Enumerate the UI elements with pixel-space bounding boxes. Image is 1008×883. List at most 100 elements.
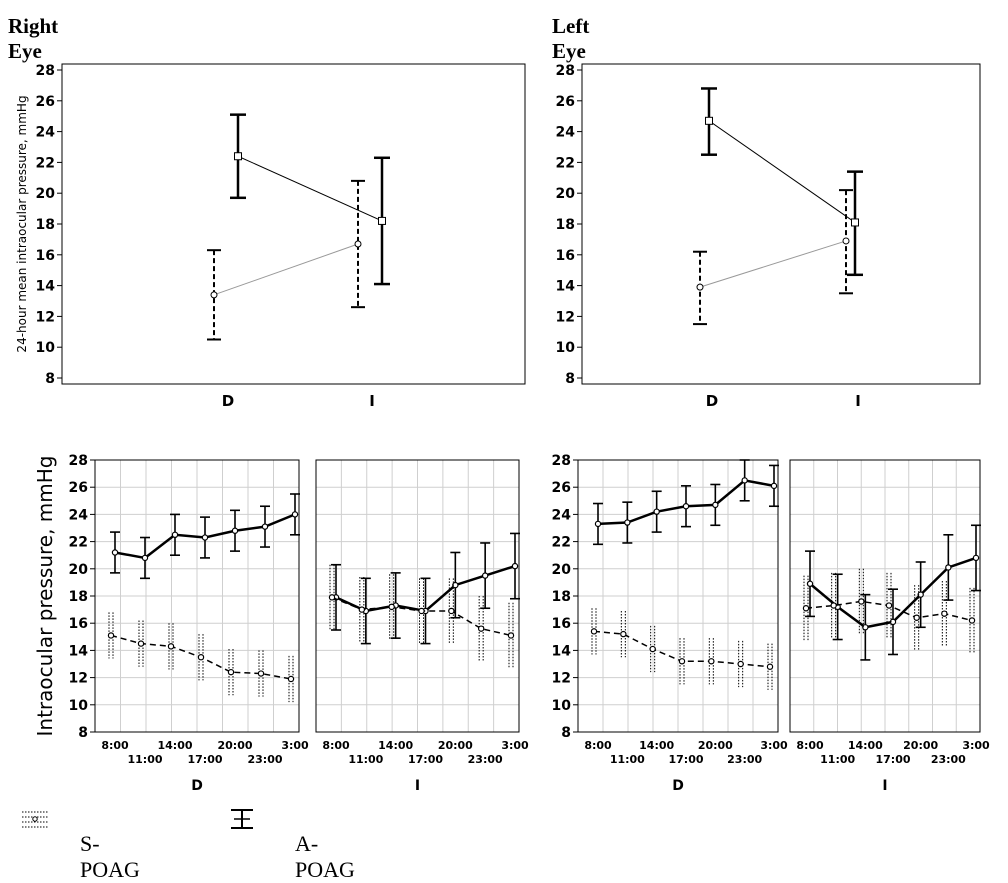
right-daily-panel-d-a-poag-8-00-point xyxy=(111,549,119,556)
left-mean-ytick-label-26: 26 xyxy=(556,94,575,110)
right-daily-panel-i-s-poag-3-00-point xyxy=(507,632,515,639)
right-mean-ytick-label-14: 14 xyxy=(36,279,56,295)
left-daily-panel-d-xtick-label-20-00: 20:00 xyxy=(698,739,733,752)
right-daily-panel-d-s-poag-23-00-point xyxy=(257,670,265,677)
left-daily-panel-i-a-poag-14-00-point xyxy=(862,624,869,631)
right-daily-panel-d-s-poag-20-00-point xyxy=(227,668,235,676)
right-daily-panel-d-s-poag-14-00-point xyxy=(167,643,175,650)
left-daily-panel-d-xtick-label-14-00: 14:00 xyxy=(639,739,674,752)
right-mean-category-label-d: D xyxy=(222,392,234,410)
right-daily-panel-i-s-poag-17-00-point xyxy=(418,607,425,615)
left-daily-panel-i-s-poag-14-00-point xyxy=(858,598,865,605)
right-daily-ytick-label-16: 16 xyxy=(69,616,88,632)
left-daily-panel-d-a-poag-11-00-point xyxy=(624,519,631,526)
left-daily-panel-d-xtick-label-23-00: 23:00 xyxy=(727,753,762,766)
left-daily-panel-d-a-poag-8-00-point xyxy=(594,520,602,528)
right-mean-y-axis-label: 24-hour mean intraocular pressure, mmHg xyxy=(15,95,29,352)
right-daily-panel-d-a-poag-20-00-point xyxy=(231,527,239,534)
left-mean-s-poag-mean-line xyxy=(699,240,847,288)
left-daily-panel-i-label: I xyxy=(882,778,887,794)
legend-apoag-label: A-POAG xyxy=(295,831,355,882)
left-mean-iop-chart: 8 10 12 14 16 18 20 22 24 26 28 D I xyxy=(556,63,981,410)
right-daily-panel-d-xtick-label-11-00: 11:00 xyxy=(127,753,162,766)
right-mean-ytick-label-24: 24 xyxy=(36,125,56,141)
right-daily-ytick-label-24: 24 xyxy=(69,507,89,523)
left-daily-ytick-label-18: 18 xyxy=(552,589,571,605)
right-daily-panel-d-s-poag-11-00-point xyxy=(137,640,145,647)
left-mean-ytick-label-28: 28 xyxy=(556,63,575,79)
left-daily-panel-d-s-poag-11-00-point xyxy=(620,630,627,638)
left-mean-a-poag-i-mean-point xyxy=(851,218,859,227)
right-daily-ytick-label-18: 18 xyxy=(69,589,88,605)
left-daily-panel-i-xtick-label-14-00: 14:00 xyxy=(848,739,883,752)
left-daily-panel-d-xtick-label-17-00: 17:00 xyxy=(668,753,703,766)
left-daily-panel-i-xtick-label-8-00: 8:00 xyxy=(796,739,824,752)
left-daily-panel-i-s-poag-8-00-point xyxy=(802,605,810,612)
right-mean-ytick-label-20: 20 xyxy=(36,186,56,202)
legend xyxy=(22,809,253,829)
left-daily-ytick-label-8: 8 xyxy=(561,725,571,741)
left-daily-panel-d-frame xyxy=(577,459,779,733)
left-daily-panel-d-a-poag-17-00-point xyxy=(682,503,690,510)
right-daily-ytick-label-14: 14 xyxy=(69,643,89,659)
right-mean-s-poag-mean-line xyxy=(213,243,359,296)
left-daily-iop-chart: 8101214161820222426288:0011:0014:0017:00… xyxy=(552,453,991,794)
left-mean-ytick-label-12: 12 xyxy=(556,309,575,325)
left-daily-panel-i-s-poag-17-00-point xyxy=(885,602,893,609)
right-mean-a-poag-d-mean-point xyxy=(234,152,242,161)
right-daily-panel-d-frame xyxy=(94,459,300,733)
right-daily-ytick-label-28: 28 xyxy=(69,453,88,469)
legend-spoag-symbol-point xyxy=(32,816,38,822)
left-mean-ytick-label-16: 16 xyxy=(556,248,575,264)
right-mean-a-poag-mean-line xyxy=(237,155,383,222)
right-mean-plot-frame xyxy=(61,63,526,385)
right-daily-panel-i-label: I xyxy=(415,778,420,794)
right-daily-panel-i-xtick-label-3-00: 3:00 xyxy=(501,739,529,752)
right-daily-panel-d-xtick-label-23-00: 23:00 xyxy=(247,753,282,766)
left-mean-category-label-d: D xyxy=(706,392,718,410)
right-daily-panel-i-s-poag-23-00-point xyxy=(477,625,485,632)
right-mean-category-label-i: I xyxy=(369,392,375,410)
right-daily-panel-i-s-poag-8-00-point xyxy=(328,594,336,601)
left-daily-ytick-label-26: 26 xyxy=(552,480,571,496)
right-daily-panel-d-xtick-label-14-00: 14:00 xyxy=(157,739,192,752)
right-mean-iop-chart: 8 10 12 14 16 18 20 22 24 26 28 D I 24-hour mean intr… xyxy=(15,63,526,410)
right-mean-ytick-label-8: 8 xyxy=(45,371,55,387)
right-daily-panel-i-xtick-label-17-00: 17:00 xyxy=(408,753,443,766)
left-mean-a-poag-d-mean-point xyxy=(705,116,713,125)
right-daily-ytick-label-8: 8 xyxy=(78,725,88,741)
left-daily-panel-i-xtick-label-23-00: 23:00 xyxy=(931,753,966,766)
left-daily-panel-d-s-poag-20-00-point xyxy=(708,658,715,665)
right-daily-panel-i-xtick-label-23-00: 23:00 xyxy=(468,753,503,766)
right-daily-panel-i-xtick-label-11-00: 11:00 xyxy=(348,753,383,766)
left-daily-panel-i-xtick-label-3-00: 3:00 xyxy=(962,739,990,752)
right-daily-panel-i-xtick-label-8-00: 8:00 xyxy=(322,739,350,752)
right-daily-panel-d-xtick-label-17-00: 17:00 xyxy=(187,753,222,766)
left-mean-a-poag-mean-line xyxy=(708,120,856,223)
left-daily-panel-i-a-poag-23-00-point xyxy=(945,564,952,571)
left-daily-panel-d-a-poag-3-00-point xyxy=(770,482,778,490)
right-daily-panel-d-a-poag-3-00-point xyxy=(291,511,299,518)
right-daily-panel-i-a-poag-3-00-point xyxy=(511,562,519,570)
left-mean-s-poag-d-mean-point xyxy=(696,283,704,291)
left-mean-ytick-label-14: 14 xyxy=(556,279,576,295)
left-daily-panel-d-s-poag-3-00-point xyxy=(766,663,774,670)
right-daily-ytick-label-20: 20 xyxy=(69,562,89,578)
right-daily-panel-i-xtick-label-20-00: 20:00 xyxy=(438,739,473,752)
right-daily-panel-d-a-poag-11-00-point xyxy=(141,554,149,562)
right-daily-ytick-label-10: 10 xyxy=(69,698,89,714)
right-mean-ytick-label-10: 10 xyxy=(36,340,56,356)
right-daily-panel-d-a-poag-23-00-point xyxy=(261,523,269,530)
right-daily-panel-i-a-poag-20-00-point xyxy=(452,581,459,589)
left-daily-panel-i-s-poag-20-00-point xyxy=(913,614,920,621)
left-mean-ytick-label-8: 8 xyxy=(565,371,575,387)
left-daily-panel-d-s-poag-14-00-point xyxy=(649,645,656,653)
left-daily-panel-d-s-poag-8-00-point xyxy=(590,628,598,635)
left-daily-ytick-label-24: 24 xyxy=(552,507,572,523)
left-daily-panel-i-a-poag-20-00-point xyxy=(917,591,924,598)
left-daily-panel-d-label: D xyxy=(672,778,684,794)
left-daily-panel-i-s-poag-23-00-point xyxy=(941,610,948,617)
left-daily-panel-d-a-poag-14-00-point xyxy=(653,508,660,515)
right-daily-panel-d-xtick-label-3-00: 3:00 xyxy=(281,739,309,752)
right-daily-panel-d-s-poag-3-00-point xyxy=(287,675,295,683)
